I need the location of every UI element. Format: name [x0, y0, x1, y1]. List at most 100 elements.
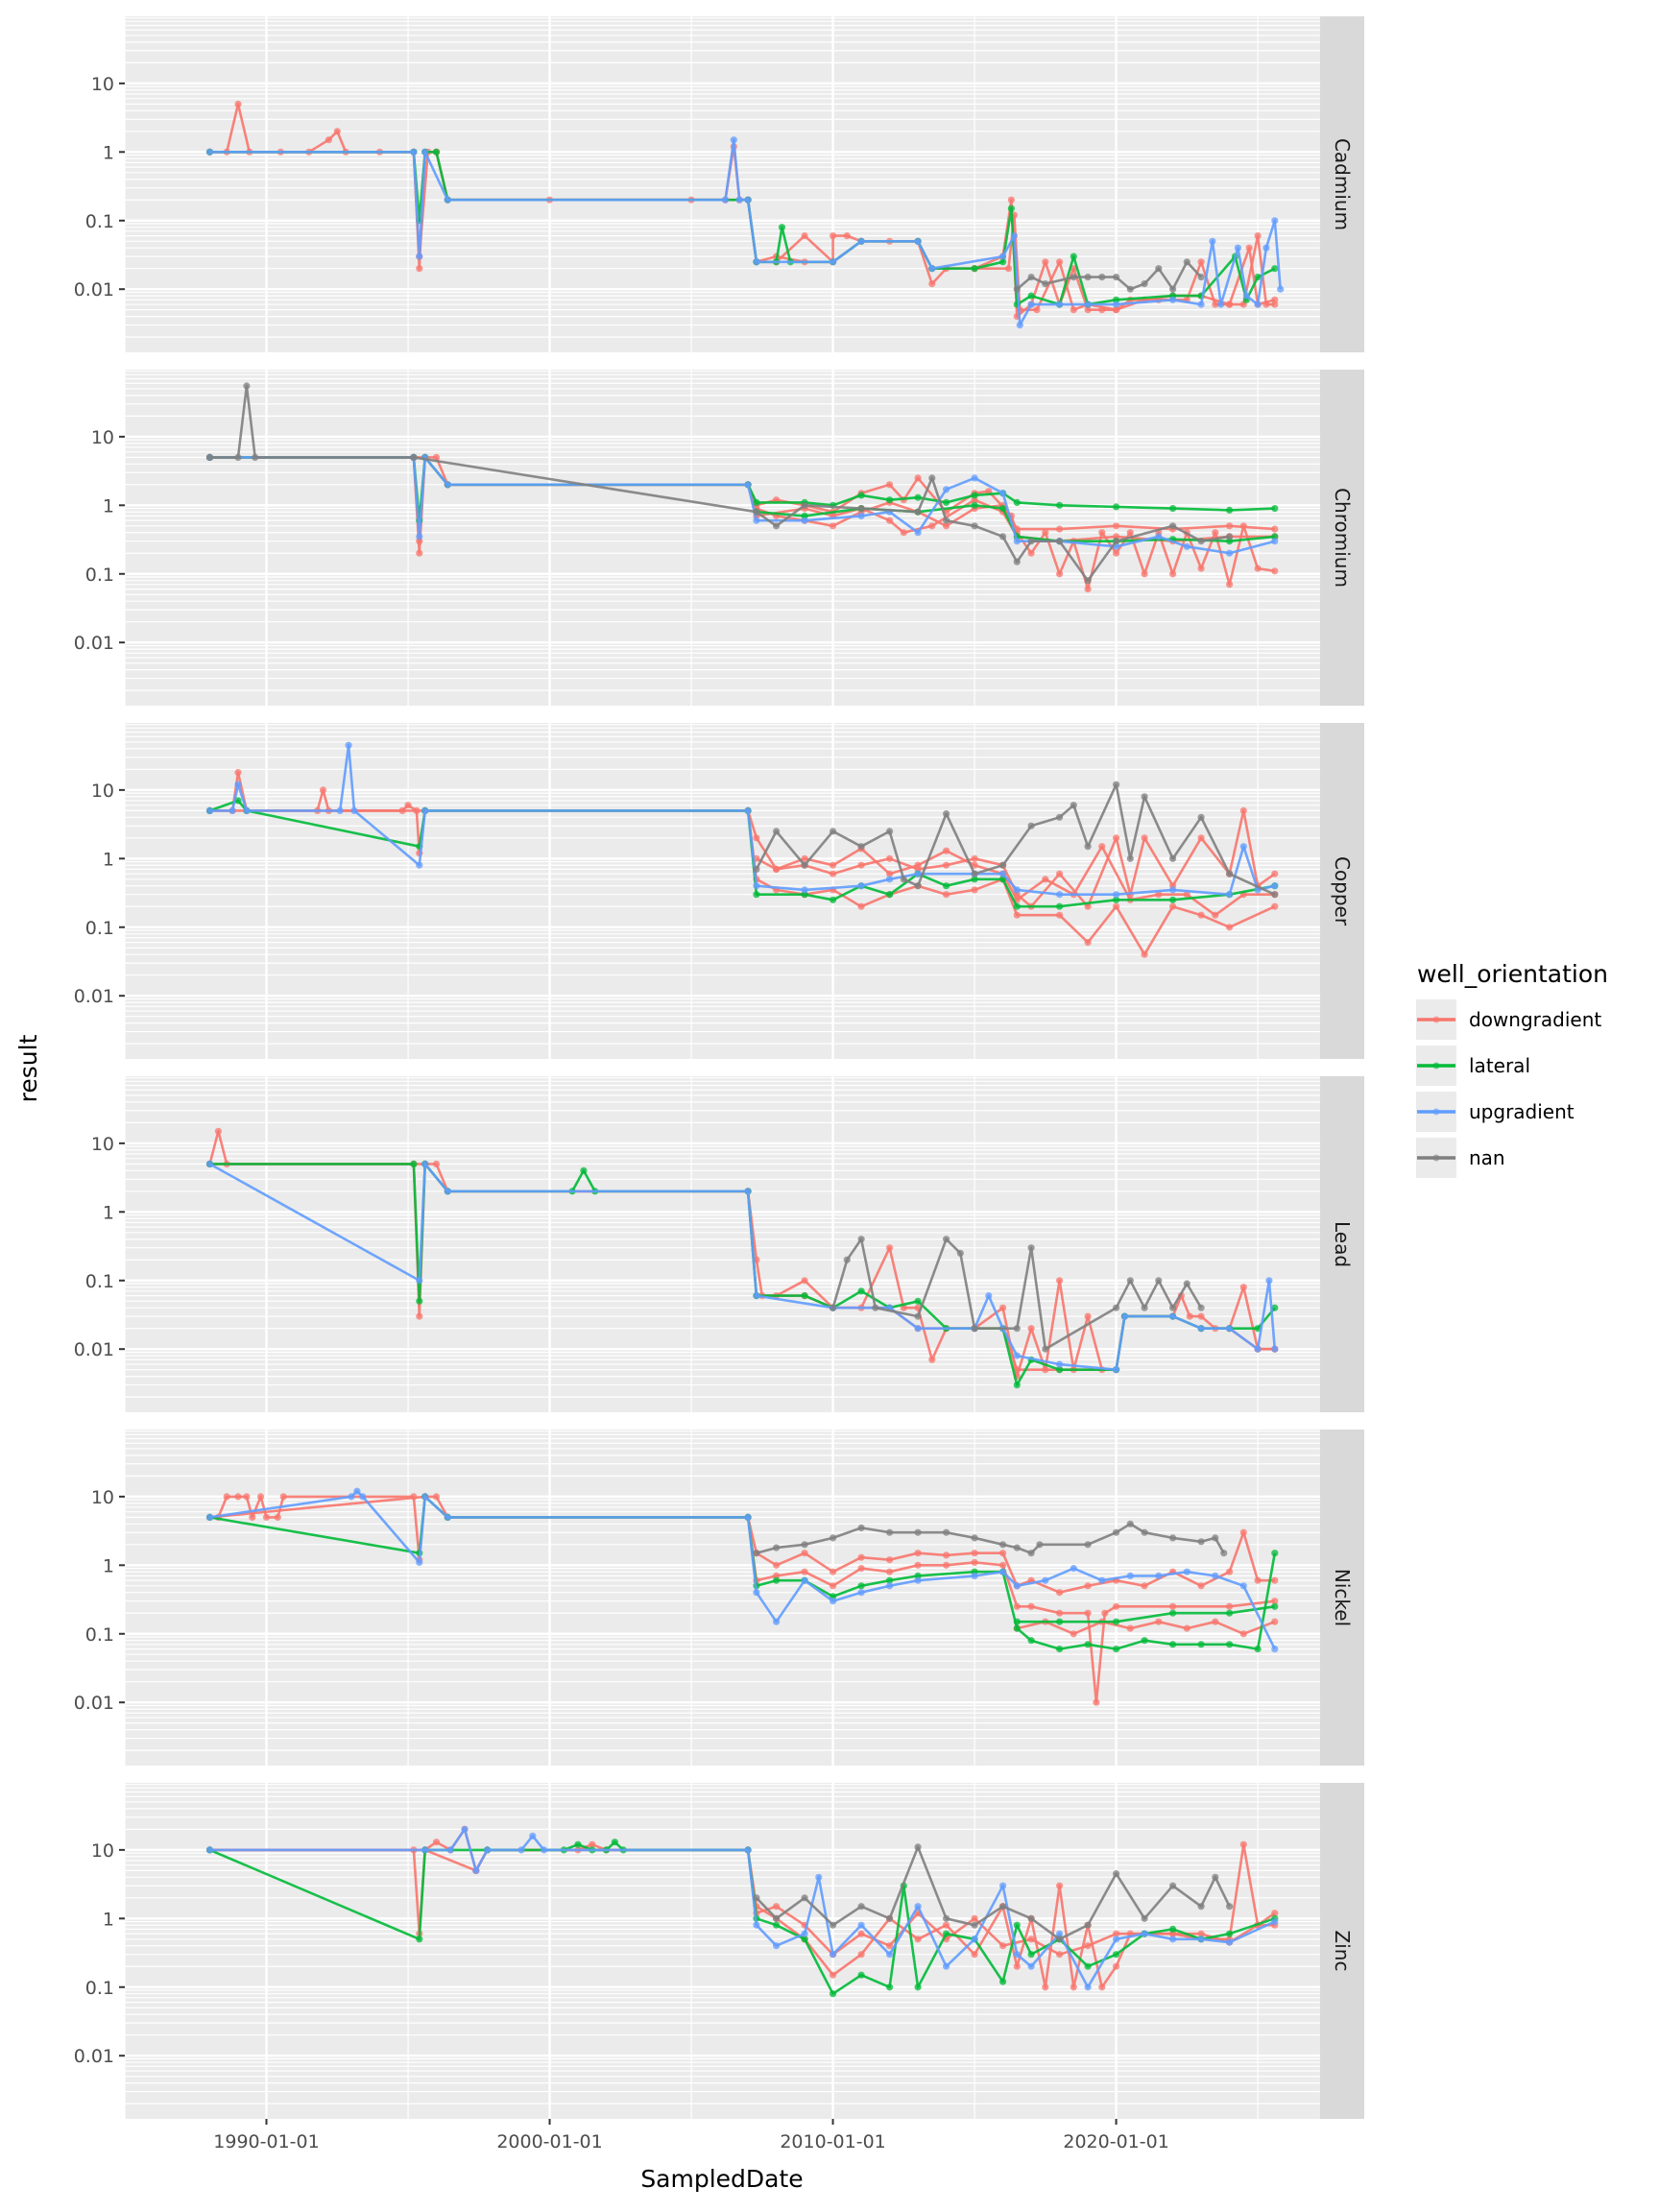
- data-point-nan: [1226, 533, 1234, 541]
- data-point-lateral: [914, 1984, 922, 1991]
- data-point-upgradient: [1226, 1325, 1234, 1333]
- y-tick-label: 1: [103, 142, 114, 163]
- facet-panel-zinc: 10 1 0.1 0.01 Zinc: [74, 1783, 1364, 2119]
- data-point-upgradient: [1183, 1568, 1190, 1575]
- data-point-downgradient: [1212, 529, 1219, 537]
- data-point-downgradient: [589, 1840, 596, 1848]
- data-point-nan: [1183, 258, 1190, 266]
- series-line-nan: [755, 782, 1276, 896]
- data-point-upgradient: [985, 1292, 993, 1300]
- data-point-downgradient: [971, 1951, 978, 1959]
- data-point-nan: [753, 508, 760, 516]
- data-point-lateral: [1113, 1618, 1120, 1625]
- data-point-upgradient: [1070, 1565, 1077, 1573]
- data-point-lateral: [1084, 1962, 1092, 1970]
- data-point-downgradient: [1056, 870, 1064, 878]
- data-point-upgradient: [886, 1582, 894, 1590]
- data-point-nan: [1197, 813, 1205, 821]
- data-point-nan: [1212, 1873, 1219, 1881]
- data-point-downgradient: [857, 861, 865, 869]
- data-point-lateral: [971, 492, 978, 499]
- data-point-downgradient: [801, 1550, 808, 1557]
- data-point-downgradient: [999, 1550, 1007, 1557]
- y-tick-label: 10: [91, 1134, 114, 1155]
- data-point-downgradient: [1226, 1602, 1234, 1610]
- data-point-downgradient: [1113, 306, 1120, 314]
- data-point-lateral: [886, 891, 894, 899]
- data-point-downgradient: [1155, 891, 1163, 899]
- y-tick-label: 10: [91, 74, 114, 95]
- data-point-nan: [1056, 538, 1064, 545]
- data-point-downgradient: [773, 865, 781, 874]
- data-point-lateral: [971, 501, 978, 509]
- data-point-lateral: [1084, 1641, 1092, 1648]
- data-point-downgradient: [1271, 1910, 1279, 1917]
- data-point-upgradient: [1155, 533, 1163, 541]
- data-point-upgradient: [744, 806, 752, 815]
- data-point-nan: [830, 1534, 837, 1542]
- data-point-nan: [252, 453, 259, 461]
- data-point-upgradient: [1169, 1936, 1177, 1943]
- data-point-downgradient: [886, 854, 894, 862]
- data-point-lateral: [1254, 1325, 1262, 1333]
- data-point-downgradient: [416, 265, 423, 273]
- data-point-nan: [410, 453, 418, 461]
- data-point-nan: [857, 1903, 865, 1911]
- data-point-lateral: [1226, 1930, 1234, 1937]
- facet-strip: [1320, 723, 1364, 1059]
- data-point-nan: [773, 522, 781, 530]
- y-tick-label: 1: [103, 495, 114, 517]
- data-point-downgradient: [886, 1556, 894, 1564]
- data-point-lateral: [1197, 1641, 1205, 1648]
- data-point-downgradient: [234, 769, 242, 777]
- data-point-nan: [1169, 1534, 1177, 1542]
- data-point-downgradient: [971, 854, 978, 862]
- data-point-upgradient: [1113, 1366, 1120, 1374]
- data-point-upgradient: [971, 474, 978, 482]
- data-point-upgradient: [753, 882, 760, 890]
- data-point-nan: [1126, 1520, 1134, 1527]
- data-point-upgradient: [421, 1160, 429, 1167]
- facet-strip-label: Copper: [1331, 856, 1354, 926]
- data-point-lateral: [1254, 274, 1262, 281]
- data-point-upgradient: [857, 1921, 865, 1929]
- data-point-upgradient: [1113, 1936, 1120, 1943]
- data-point-downgradient: [773, 1561, 781, 1569]
- data-point-nan: [857, 843, 865, 851]
- data-point-nan: [1027, 274, 1035, 281]
- data-point-downgradient: [1084, 1312, 1092, 1320]
- data-point-upgradient: [353, 1487, 361, 1495]
- data-point-lateral: [857, 1287, 865, 1295]
- data-point-downgradient: [416, 549, 423, 557]
- data-point-nan: [1141, 1914, 1148, 1922]
- data-point-nan: [1141, 793, 1148, 801]
- data-point-nan: [1183, 1280, 1190, 1287]
- data-point-nan: [999, 533, 1007, 541]
- data-point-downgradient: [1212, 1618, 1219, 1625]
- data-point-lateral: [801, 1292, 808, 1300]
- data-point-upgradient: [735, 196, 743, 204]
- data-point-downgradient: [333, 128, 341, 135]
- data-point-downgradient: [1226, 1568, 1234, 1575]
- legend-item-downgradient: downgradient: [1416, 999, 1601, 1040]
- data-point-downgradient: [1226, 924, 1234, 931]
- data-point-lateral: [1169, 1609, 1177, 1617]
- data-point-downgradient: [857, 1553, 865, 1561]
- data-point-nan: [1070, 274, 1077, 281]
- data-point-nan: [1197, 274, 1205, 281]
- data-point-downgradient: [257, 1493, 265, 1501]
- data-point-lateral: [1013, 498, 1021, 507]
- data-point-lateral: [857, 492, 865, 499]
- data-point-nan: [1220, 1550, 1228, 1557]
- data-point-downgradient: [1056, 1882, 1064, 1889]
- data-point-downgradient: [971, 886, 978, 894]
- data-point-downgradient: [914, 1561, 922, 1569]
- data-point-nan: [943, 1528, 950, 1536]
- data-point-nan: [872, 1304, 879, 1311]
- data-point-lateral: [1056, 1366, 1064, 1374]
- data-point-upgradient: [801, 1930, 808, 1937]
- data-point-nan: [971, 870, 978, 878]
- data-point-downgradient: [830, 1971, 837, 1979]
- data-point-nan: [914, 508, 922, 516]
- data-point-lateral: [753, 498, 760, 507]
